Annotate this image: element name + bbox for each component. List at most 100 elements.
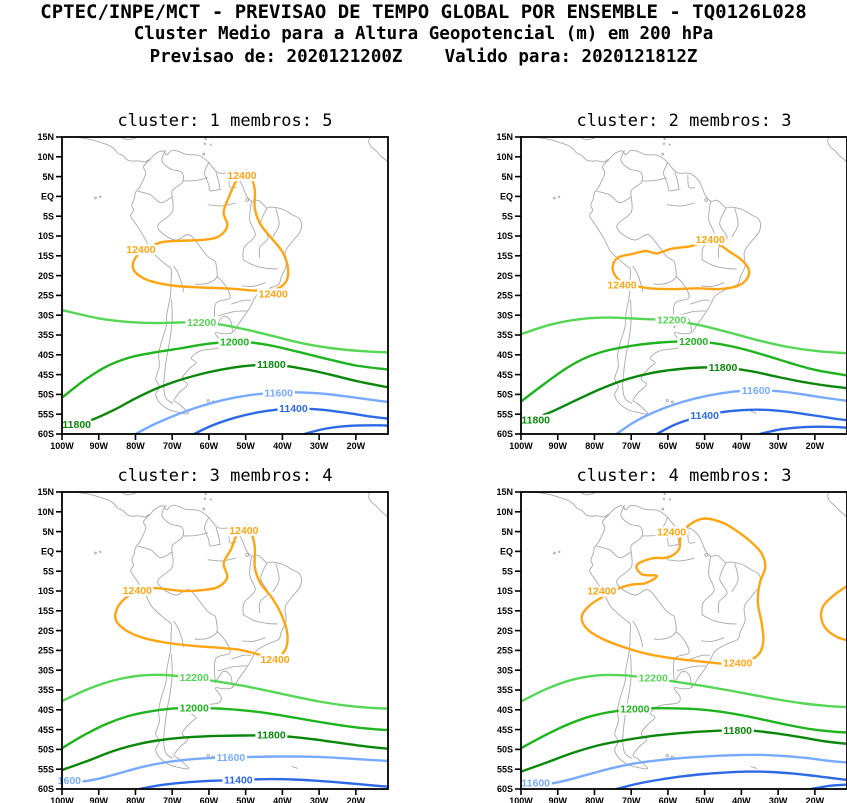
lat-tick-label: 25S [38,291,54,301]
lat-tick-label: 55S [497,764,513,774]
lat-tick-label: 50S [497,745,513,755]
lat-tick-label: 10N [496,507,513,517]
lat-tick-label: EQ [500,192,513,202]
contour-line-11600 [62,755,388,783]
lon-tick-label: 30W [310,441,329,451]
figure-validity: Previsao de: 2020121200Z Valido para: 20… [149,47,698,67]
contour-label: 11600 [217,752,246,764]
contour-label: 12000 [620,704,649,716]
south-america-basemap [533,492,847,770]
lat-tick-label: 5S [502,211,513,221]
lat-tick-label: EQ [500,547,513,557]
lat-tick-label: 60S [497,429,513,439]
contour-label: 11800 [62,419,91,431]
contour-label: 12400 [259,288,288,300]
lat-tick-label: 60S [497,784,513,794]
contour-lines [62,524,388,789]
axes: 15N 10N 5N EQ 5S 10S 15S 20S 25S 30S 35S 40S 45S 50S 5… [496,132,824,451]
lon-tick-label: 70W [163,796,182,803]
lat-tick-label: 30S [38,310,54,320]
lon-tick-label: 80W [585,796,604,803]
lat-tick-label: 40S [38,705,54,715]
contour-line-11400 [137,777,388,789]
lat-tick-label: 10S [38,586,54,596]
lon-tick-label: 80W [126,441,145,451]
lat-tick-label: 50S [497,390,513,400]
lon-tick-label: 60W [659,796,678,803]
contour-line-12000 [521,706,847,750]
lat-tick-label: 15N [496,487,513,497]
contour-label: 12000 [180,702,209,714]
contour-label: 11800 [709,362,738,374]
contour-label: 11600 [264,387,293,399]
contour-line-11600 [134,391,388,434]
contour-line-11200 [303,424,388,434]
lat-tick-label: 5N [42,172,54,182]
map-frame [61,491,389,790]
contour-label: 11800 [257,730,286,742]
map-frame [520,491,847,790]
contour-label: 11600 [742,385,771,397]
lat-tick-label: 15S [497,606,513,616]
contour-line-11400 [655,408,847,434]
lon-tick-label: 50W [695,796,714,803]
lat-tick-label: 60S [38,429,54,439]
lon-tick-label: 70W [163,441,182,451]
lon-tick-label: 50W [236,796,255,803]
lon-tick-label: 70W [622,441,641,451]
contour-label: 11600 [521,778,550,790]
lon-tick-label: 30W [769,796,788,803]
lat-tick-label: 35S [38,685,54,695]
lon-tick-label: 20W [347,441,366,451]
lat-tick-label: 15S [38,606,54,616]
figure-title: CPTEC/INPE/MCT - PREVISAO DE TEMPO GLOBA… [40,1,807,23]
contour-line-12200 [62,673,388,710]
contour-label: 12400 [227,170,256,182]
contour-line-12000 [521,340,847,403]
contour-label: 12000 [679,336,708,348]
lat-tick-label: 40S [38,350,54,360]
lat-tick-label: 40S [497,705,513,715]
lat-tick-label: 45S [38,725,54,735]
lon-tick-label: 80W [126,796,145,803]
contour-line-12400 [819,585,847,642]
contour-label: 12400 [607,280,636,292]
lat-tick-label: 10N [37,507,54,517]
lat-tick-label: 60S [38,784,54,794]
contour-label: 11400 [224,774,253,786]
axes: 15N 10N 5N EQ 5S 10S 15S 20S 25S 30S 35S 40S 45S 50S 5… [496,487,824,803]
lat-tick-label: 25S [497,291,513,301]
contour-line-11800 [521,366,847,423]
contour-line-11800 [62,734,388,772]
lon-tick-label: 50W [236,441,255,451]
lat-tick-label: 35S [497,330,513,340]
lon-tick-label: 40W [273,796,292,803]
lat-tick-label: 45S [497,725,513,735]
contour-line-11400 [193,407,388,434]
lat-tick-label: 5N [42,527,54,537]
axes: 15N 10N 5N EQ 5S 10S 15S 20S 25S 30S 35S 40S 45S 50S 5… [37,487,365,803]
lat-tick-label: 50S [38,390,54,400]
lat-tick-label: 10N [37,152,54,162]
contour-line-11600 [615,389,847,434]
contour-label: 11800 [521,415,550,427]
lat-tick-label: 55S [38,764,54,774]
lat-tick-label: 15N [37,132,54,142]
contour-line-11800 [62,363,388,429]
contour-line-12200 [521,316,847,355]
lon-tick-label: 60W [200,441,219,451]
lat-tick-label: 20S [38,271,54,281]
figure-subtitle: Cluster Medio para a Altura Geopotencial… [133,24,714,44]
contour-label: 12400 [696,234,725,246]
lat-tick-label: 45S [497,370,513,380]
contour-line-12400 [131,169,290,292]
lon-tick-label: 20W [806,441,825,451]
contour-line-11600 [521,753,847,786]
map-frame [61,136,389,435]
contour-line-11400 [615,770,847,789]
lat-tick-label: 5S [43,566,54,576]
lat-tick-label: 15N [37,487,54,497]
lat-tick-label: 30S [497,665,513,675]
contour-label: 12400 [126,244,155,256]
lat-tick-label: 40S [497,350,513,360]
